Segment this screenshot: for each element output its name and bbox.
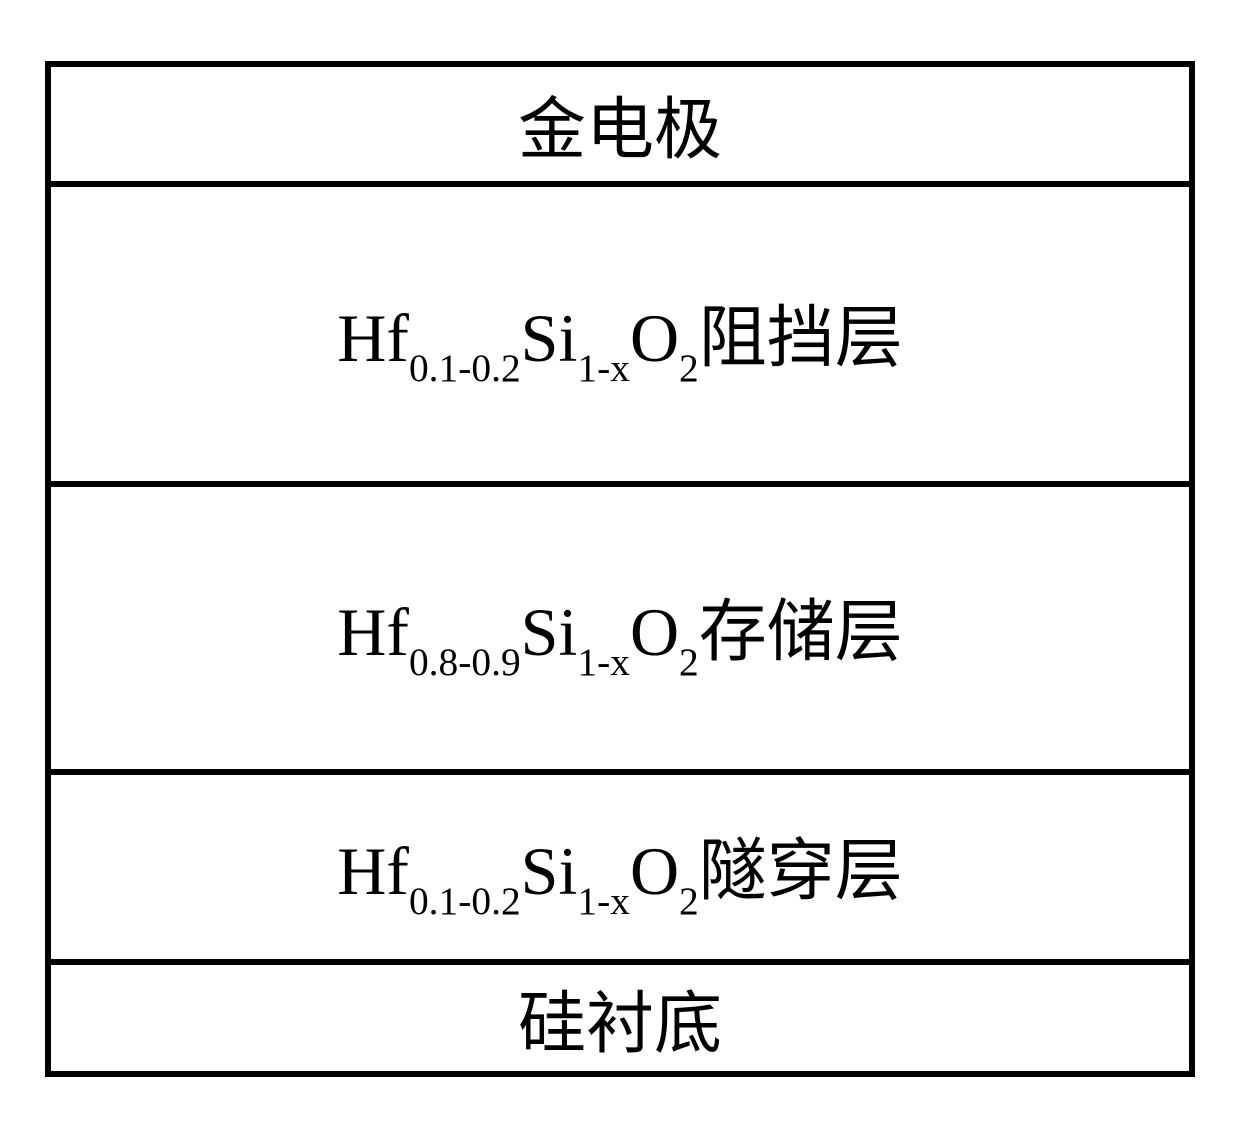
layer-substrate-label: 硅衬底: [518, 968, 722, 1067]
layer-tunnel: Hf0.1-0.2Si1-xO2隧穿层: [51, 775, 1189, 965]
layer-barrier-label: Hf0.1-0.2Si1-xO2阻挡层: [337, 282, 903, 386]
layer-electrode-label: 金电极: [518, 74, 722, 173]
layer-electrode: 金电极: [51, 67, 1189, 187]
layer-stack-diagram: 金电极 Hf0.1-0.2Si1-xO2阻挡层 Hf0.8-0.9Si1-xO2…: [45, 61, 1195, 1077]
layer-storage: Hf0.8-0.9Si1-xO2存储层: [51, 487, 1189, 775]
layer-storage-label: Hf0.8-0.9Si1-xO2存储层: [337, 576, 903, 680]
layer-barrier: Hf0.1-0.2Si1-xO2阻挡层: [51, 187, 1189, 487]
layer-substrate: 硅衬底: [51, 965, 1189, 1077]
layer-tunnel-label: Hf0.1-0.2Si1-xO2隧穿层: [337, 815, 903, 919]
